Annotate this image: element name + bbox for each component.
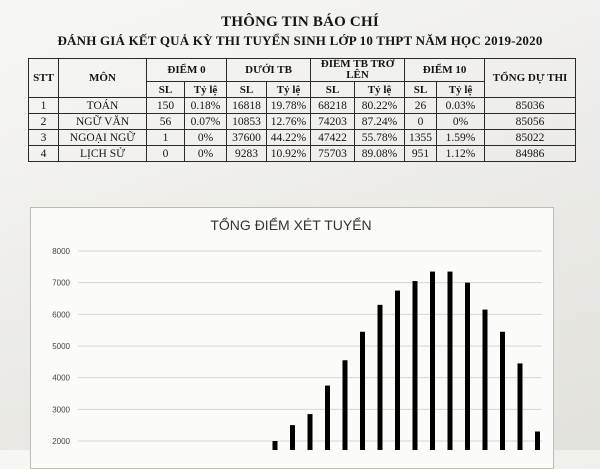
cell-dtb-sl: 37600 (226, 129, 268, 146)
table-row: 2 NGỮ VĂN 56 0.07% 10853 12.76% 74203 87… (28, 113, 577, 130)
subheader-sl: SL (404, 81, 438, 98)
cell-d10-tl: 1.59% (436, 129, 486, 146)
cell-d10-tl: 1.12% (436, 145, 486, 162)
cell-tb-sl: 47422 (310, 129, 356, 146)
cell-tb-tl: 87.24% (354, 113, 406, 130)
bar (272, 441, 278, 450)
bar (360, 331, 365, 450)
table-row: 4 LỊCH SỬ 0 0% 9283 10.92% 75703 89.08% … (28, 145, 577, 162)
cell-tb-tl: 89.08% (354, 145, 406, 162)
cell-d0-tl: 0.18% (183, 97, 228, 114)
bar (342, 360, 348, 450)
header-diem10: ĐIỂM 10 (404, 58, 486, 82)
bar-chart: 2000 3000 4000 5000 6000 7000 8000 (52, 247, 542, 450)
table-row: 1 TOÁN 150 0.18% 16818 19.78% 68218 80.2… (28, 97, 577, 114)
page-subtitle: ĐÁNH GIÁ KẾT QUẢ KỲ THI TUYỂN SINH LỚP 1… (57, 33, 543, 48)
header-duoitb: DƯỚI TB (226, 58, 312, 82)
bar (465, 282, 470, 450)
header-stt: STT (28, 58, 59, 98)
cell-tong: 85036 (484, 97, 577, 114)
cell-d0-tl: 0.07% (183, 113, 228, 130)
subheader-sl: SL (310, 81, 356, 98)
subheader-tyle: Tỷ lệ (354, 81, 406, 98)
cell-dtb-sl: 9283 (226, 145, 268, 162)
cell-dtb-sl: 10853 (226, 113, 268, 130)
cell-mon: NGỮ VĂN (58, 113, 147, 130)
cell-d0-sl: 1 (146, 129, 185, 146)
header-tblen: ĐIỂM TB TRỞ LÊN (310, 58, 406, 82)
results-table: STT MÔN ĐIỂM 0 DƯỚI TB ĐIỂM TB TRỞ LÊN Đ… (28, 58, 577, 162)
cell-tong: 85022 (484, 129, 577, 146)
cell-tb-sl: 68218 (310, 97, 356, 114)
header-diem0: ĐIỂM 0 (145, 58, 228, 82)
chart-title: TỔNG ĐIỂM XÉT TUYỂN (210, 217, 372, 233)
cell-stt: 1 (28, 97, 59, 114)
bar (517, 363, 523, 450)
bar (325, 385, 330, 450)
page-title: THÔNG TIN BÁO CHÍ (221, 14, 379, 30)
subheader-sl: SL (226, 81, 268, 98)
cell-tong: 84986 (484, 145, 577, 162)
subheader-tyle: Tỷ lệ (436, 81, 486, 98)
cell-tb-tl: 80.22% (354, 97, 406, 114)
bar (377, 304, 383, 450)
cell-d10-tl: 0.03% (436, 97, 486, 114)
bar (412, 281, 418, 450)
y-tick-label: 5000 (52, 342, 70, 351)
cell-d0-tl: 0% (183, 145, 228, 162)
cell-dtb-tl: 12.76% (266, 113, 312, 130)
subheader-tyle: Tỷ lệ (266, 81, 312, 98)
bar (535, 431, 540, 450)
subheader-sl: SL (146, 81, 185, 98)
cell-d10-tl: 0% (436, 113, 486, 130)
table-row: 3 NGOẠI NGỮ 1 0% 37600 44.22% 47422 55.7… (28, 129, 577, 146)
cell-d10-sl: 1355 (404, 129, 438, 146)
y-tick-label: 3000 (52, 405, 70, 414)
cell-tb-tl: 55.78% (354, 129, 406, 146)
cell-tb-sl: 75703 (310, 145, 356, 162)
cell-mon: LỊCH SỬ (58, 145, 147, 162)
subheader-tyle: Tỷ lệ (183, 81, 228, 98)
cell-d0-sl: 150 (146, 97, 185, 114)
cell-d0-tl: 0% (183, 129, 228, 146)
cell-dtb-tl: 19.78% (266, 97, 312, 114)
bar (482, 309, 488, 450)
cell-d0-sl: 56 (146, 113, 185, 130)
cell-d10-sl: 0 (404, 113, 438, 130)
bar (395, 290, 400, 450)
cell-stt: 4 (28, 145, 59, 162)
bar (290, 425, 295, 450)
cell-d10-sl: 26 (404, 97, 438, 114)
cell-d10-sl: 951 (404, 145, 438, 162)
bar (447, 271, 453, 450)
header-tong: TỔNG DỰ THI (484, 58, 577, 98)
y-tick-label: 6000 (52, 310, 70, 319)
cell-stt: 3 (28, 129, 59, 146)
cell-dtb-tl: 44.22% (266, 129, 312, 146)
bar (430, 271, 435, 450)
bar (307, 414, 313, 450)
header-mon: MÔN (58, 58, 147, 98)
cell-d0-sl: 0 (146, 145, 185, 162)
y-tick-label: 2000 (52, 437, 70, 446)
y-tick-label: 4000 (52, 374, 70, 383)
cell-mon: NGOẠI NGỮ (58, 129, 147, 146)
bar (500, 331, 505, 450)
document-page: THÔNG TIN BÁO CHÍ ĐÁNH GIÁ KẾT QUẢ KỲ TH… (28, 14, 577, 469)
y-tick-label: 8000 (52, 247, 70, 256)
cell-dtb-tl: 10.92% (266, 145, 312, 162)
cell-dtb-sl: 16818 (226, 97, 268, 114)
cell-stt: 2 (28, 113, 59, 130)
cell-tb-sl: 74203 (310, 113, 356, 130)
cell-mon: TOÁN (58, 97, 147, 114)
y-tick-label: 7000 (52, 279, 70, 288)
cell-tong: 85056 (484, 113, 577, 130)
